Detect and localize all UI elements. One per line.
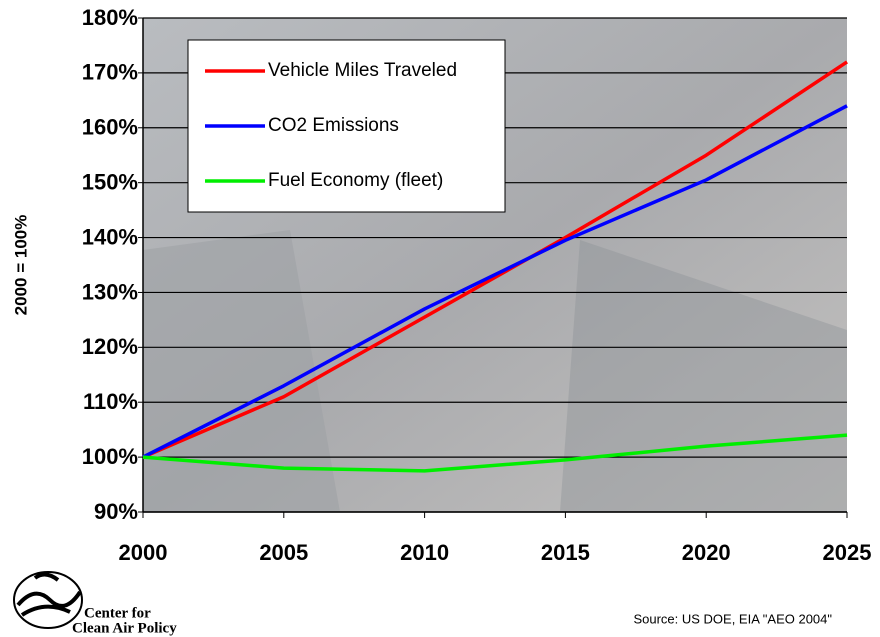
logo-emblem — [16, 572, 82, 617]
y-tick-label: 130% — [82, 279, 138, 304]
source-note: Source: US DOE, EIA "AEO 2004" — [633, 611, 832, 626]
y-tick-label: 150% — [82, 169, 138, 194]
y-tick-label: 160% — [82, 115, 138, 140]
logo-text: Center for — [84, 605, 151, 621]
y-tick-label: 180% — [82, 5, 138, 30]
logo-text: Clean Air Policy — [72, 620, 177, 636]
legend-label: CO2 Emissions — [268, 115, 399, 136]
x-tick-label: 2015 — [541, 540, 590, 565]
y-tick-label: 90% — [94, 499, 138, 524]
y-tick-label: 170% — [82, 60, 138, 85]
y-axis-title: 2000 = 100% — [11, 215, 30, 316]
y-tick-label: 110% — [83, 389, 138, 414]
y-tick-label: 100% — [82, 444, 138, 469]
series-line — [142, 60, 848, 459]
x-tick-label: 2005 — [259, 540, 308, 565]
photo-road — [560, 240, 847, 512]
photo-road — [143, 230, 340, 512]
x-tick-label: 2010 — [400, 540, 449, 565]
y-tick-label: 120% — [82, 334, 138, 359]
x-tick-label: 2000 — [119, 540, 168, 565]
series-line — [142, 433, 848, 473]
legend-label: Fuel Economy (fleet) — [268, 170, 443, 191]
legend-label: Vehicle Miles Traveled — [268, 60, 457, 81]
logo: Center for Clean Air Policy — [13, 571, 177, 636]
x-tick-label: 2025 — [823, 540, 872, 565]
series-line — [142, 104, 848, 459]
x-tick-label: 2020 — [682, 540, 731, 565]
y-tick-label: 140% — [82, 224, 138, 249]
